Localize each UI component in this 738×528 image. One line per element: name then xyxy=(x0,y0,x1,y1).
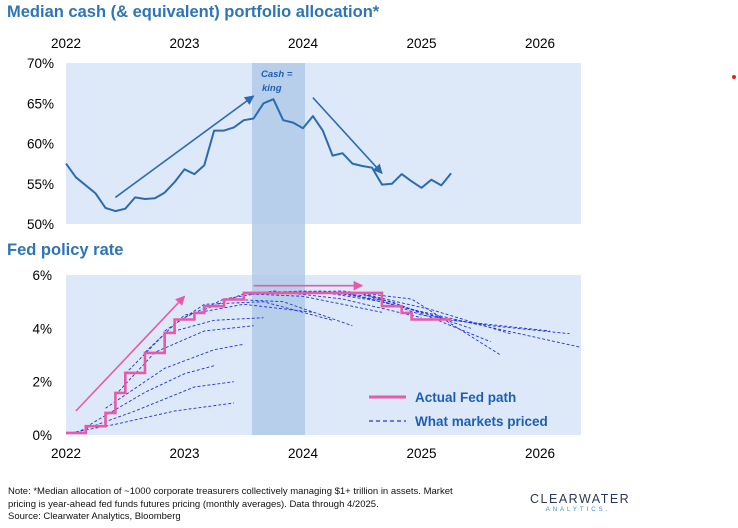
markets-priced-curve xyxy=(362,293,570,335)
legend-actual-label: Actual Fed path xyxy=(415,390,516,405)
footnote: Note: *Median allocation of ~1000 corpor… xyxy=(8,486,528,524)
band-label-line1: Cash = xyxy=(261,69,293,80)
bottom-x-tick-label: 2022 xyxy=(51,446,81,461)
markets-priced-curve xyxy=(124,317,264,375)
bottom-y-tick-label: 0% xyxy=(32,428,52,443)
fed-trend-arrow-1 xyxy=(75,295,186,412)
markets-priced-curve xyxy=(223,290,422,319)
cash-king-band xyxy=(252,63,305,435)
bottom-x-tick-label: 2024 xyxy=(288,446,319,461)
markets-priced-series xyxy=(65,290,580,435)
markets-priced-curve xyxy=(85,365,215,428)
bottom-y-axis: 6% 4% 2% 0% xyxy=(32,268,52,443)
red-dot-marker xyxy=(732,75,736,79)
markets-priced-curve xyxy=(164,301,333,332)
legend: Actual Fed path What markets priced xyxy=(369,390,548,429)
bottom-plot-area xyxy=(66,275,581,435)
cash-allocation-line xyxy=(65,98,452,213)
markets-priced-curve xyxy=(65,402,234,435)
bottom-y-tick-label: 4% xyxy=(32,321,52,336)
top-x-tick-label: 2023 xyxy=(169,36,199,51)
top-y-axis: 70% 65% 60% 55% 50% xyxy=(27,56,54,232)
logo-main-text: CLEARWATER xyxy=(530,492,631,506)
actual-fed-path-series xyxy=(66,291,452,435)
top-y-tick-label: 55% xyxy=(27,177,54,192)
markets-priced-curve xyxy=(263,290,491,343)
top-x-tick-label: 2022 xyxy=(51,36,81,51)
band-label-line2: king xyxy=(262,83,282,94)
legend-markets-label: What markets priced xyxy=(415,414,548,429)
bottom-x-tick-label: 2026 xyxy=(525,446,555,461)
markets-priced-curve xyxy=(105,343,244,409)
top-y-tick-label: 60% xyxy=(27,137,54,152)
top-plot-area xyxy=(66,63,581,224)
markets-priced-curve xyxy=(322,291,550,332)
top-x-axis: 2022 2023 2024 2025 2026 xyxy=(51,36,555,51)
markets-priced-curve xyxy=(302,291,511,335)
cash-trend-arrow-2 xyxy=(312,97,383,174)
cash-trend-arrow-1 xyxy=(114,95,255,199)
top-x-tick-label: 2024 xyxy=(288,36,319,51)
top-x-tick-label: 2026 xyxy=(525,36,555,51)
top-y-tick-label: 50% xyxy=(27,217,54,232)
bottom-y-tick-label: 2% xyxy=(32,375,52,390)
bottom-x-axis: 2022 2023 2024 2025 2026 xyxy=(51,446,555,461)
actual-fed-path-line xyxy=(66,291,452,435)
top-y-tick-label: 70% xyxy=(27,56,54,71)
footnote-line-3: Source: Clearwater Analytics, Bloomberg xyxy=(8,511,181,522)
markets-priced-curve xyxy=(115,325,254,396)
markets-priced-curve xyxy=(283,290,501,356)
footnote-line-2: pricing is year-ahead fed funds futures … xyxy=(8,498,379,510)
top-x-tick-label: 2025 xyxy=(406,36,436,51)
bottom-chart-title: Fed policy rate xyxy=(7,241,123,259)
markets-priced-curve xyxy=(342,291,580,348)
trend-arrows xyxy=(75,95,383,412)
cash-allocation-series xyxy=(65,98,452,213)
footnote-line-1: Note: *Median allocation of ~1000 corpor… xyxy=(8,486,453,497)
clearwater-logo: CLEARWATER ANALYTICS. xyxy=(530,492,631,513)
top-y-tick-label: 65% xyxy=(27,96,54,111)
logo-sub-text: ANALYTICS. xyxy=(545,507,611,513)
top-chart-title: Median cash (& equivalent) portfolio all… xyxy=(7,3,380,21)
bottom-y-tick-label: 6% xyxy=(32,268,52,283)
bottom-x-tick-label: 2023 xyxy=(169,446,199,461)
bottom-x-tick-label: 2025 xyxy=(406,446,436,461)
